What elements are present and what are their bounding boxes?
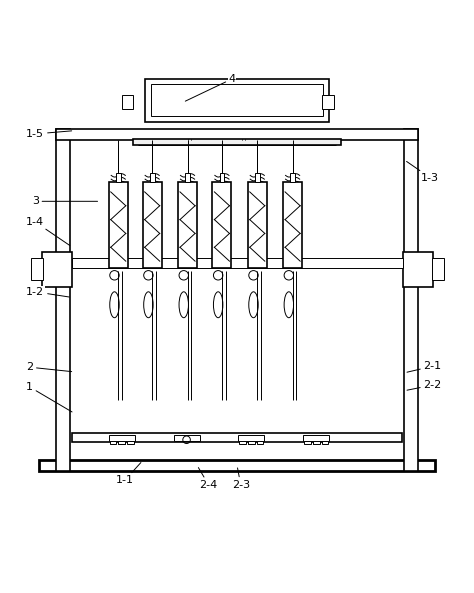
Text: 1-2: 1-2 (26, 287, 69, 297)
Bar (404, 129, 419, 471)
Bar (55, 129, 70, 471)
Bar (178, 183, 197, 268)
Text: 1-1: 1-1 (116, 463, 141, 485)
Bar (116, 173, 120, 183)
Bar (118, 441, 125, 444)
Bar (143, 183, 162, 268)
Bar (72, 258, 403, 268)
Bar (151, 84, 323, 116)
Bar (133, 139, 341, 145)
Bar (256, 441, 263, 444)
Bar (432, 258, 444, 280)
Bar (42, 252, 72, 287)
Bar (313, 441, 319, 444)
Text: 1: 1 (26, 382, 72, 412)
Bar (150, 173, 155, 183)
Bar (304, 441, 311, 444)
Text: 4: 4 (185, 74, 236, 101)
Bar (403, 252, 433, 287)
Bar (118, 441, 125, 444)
Bar (247, 441, 254, 444)
Text: 1-4: 1-4 (26, 217, 70, 246)
Bar (121, 95, 133, 109)
Bar (145, 79, 329, 122)
Text: 2-4: 2-4 (198, 468, 218, 490)
Text: 3: 3 (32, 196, 98, 206)
Bar (248, 183, 267, 268)
Bar (109, 183, 128, 268)
Text: 1-3: 1-3 (407, 161, 439, 183)
Bar (255, 173, 260, 183)
Bar (248, 441, 255, 444)
Text: 2-1: 2-1 (407, 361, 442, 372)
Bar (109, 441, 116, 444)
Text: 2-3: 2-3 (232, 468, 250, 490)
Text: 2: 2 (26, 362, 72, 372)
Bar (239, 441, 246, 444)
Bar (39, 461, 435, 471)
Bar (322, 95, 334, 109)
Bar (303, 435, 329, 441)
Bar (55, 129, 419, 139)
Bar (72, 433, 402, 442)
Bar (127, 441, 134, 444)
Bar (212, 183, 231, 268)
Text: 2-2: 2-2 (407, 380, 442, 390)
Bar (238, 435, 264, 441)
Bar (219, 173, 224, 183)
Bar (109, 435, 135, 441)
Bar (321, 441, 328, 444)
Bar (290, 173, 295, 183)
Bar (185, 173, 190, 183)
Text: 1-5: 1-5 (27, 129, 72, 139)
Bar (31, 258, 43, 280)
Bar (173, 435, 200, 441)
Bar (283, 183, 302, 268)
Bar (313, 441, 319, 444)
